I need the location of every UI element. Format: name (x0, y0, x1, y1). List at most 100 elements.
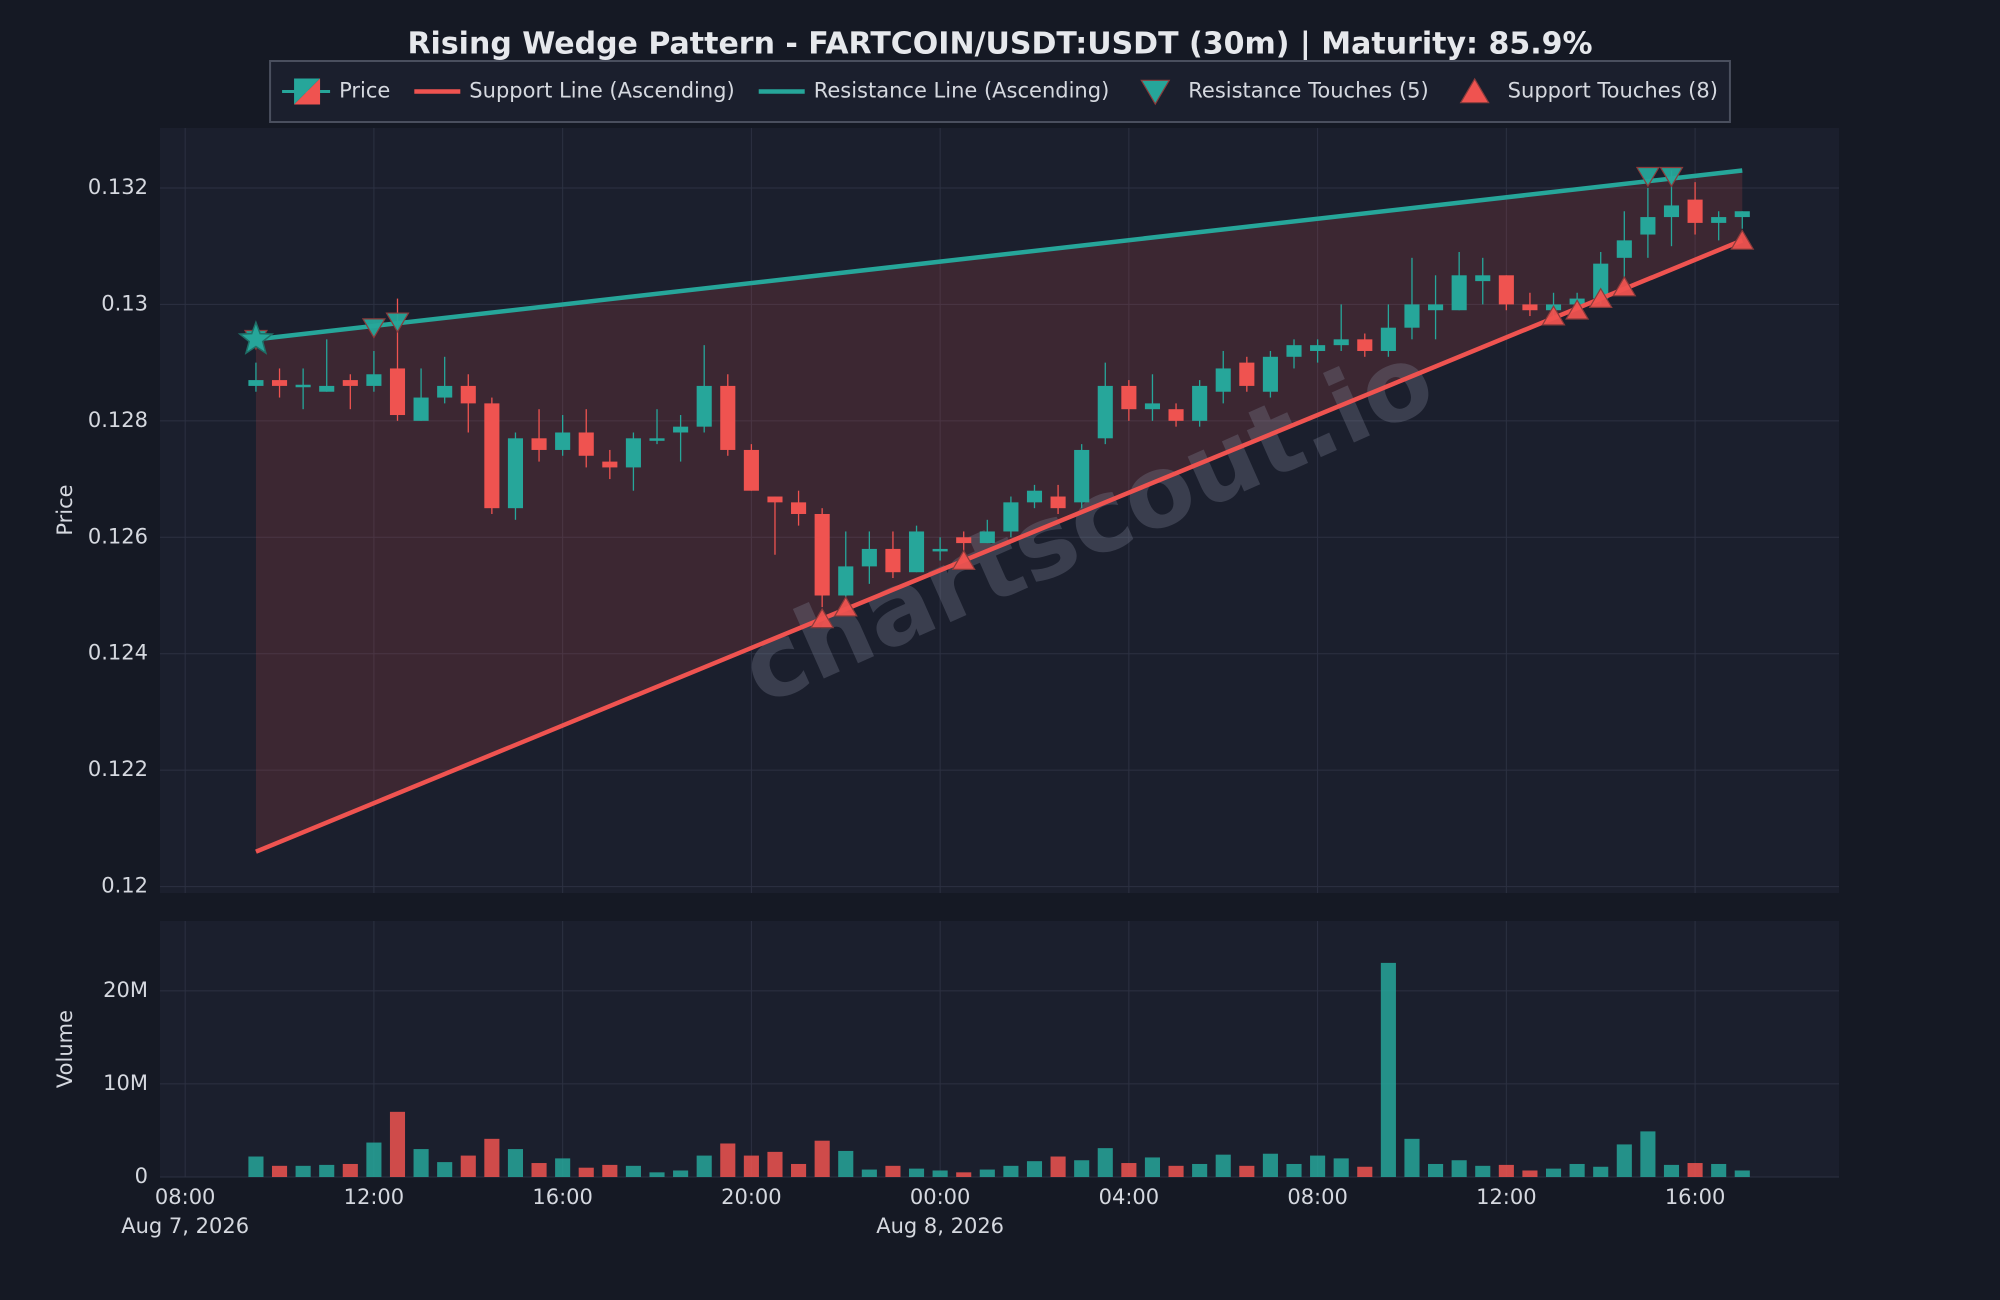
candle-body (366, 374, 382, 386)
candle-body (1593, 263, 1609, 299)
touch-marker (1588, 287, 1613, 308)
volume-bar (1640, 1131, 1656, 1177)
volume-bar (1144, 1157, 1161, 1177)
y-tick-label: 0.128 (88, 408, 148, 432)
candle-body (625, 438, 641, 468)
candle-body (1357, 339, 1373, 351)
legend-box (269, 60, 1731, 123)
candle-body (814, 513, 830, 596)
volume-bar (1663, 1164, 1680, 1177)
volume-bar (767, 1151, 783, 1177)
candle-body (507, 438, 524, 509)
x-tick-label: 12:00 (344, 1185, 405, 1209)
candle-body (1050, 496, 1066, 509)
candle-body (1663, 205, 1680, 218)
candle-body (1074, 449, 1090, 503)
candle-body (673, 426, 689, 433)
volume-bar (555, 1158, 571, 1177)
grid (160, 128, 1839, 1178)
volume-bar (932, 1170, 948, 1177)
volume-bar (1286, 1163, 1302, 1177)
candle-body (1404, 304, 1420, 328)
volume-bar (1616, 1144, 1632, 1177)
volume-bar (743, 1155, 759, 1177)
candle-body (696, 385, 712, 427)
candle-body (1475, 275, 1491, 282)
x-tick-label: 16:00 (532, 1185, 593, 1209)
x-tick-label: 00:00 (910, 1185, 971, 1209)
legend-item: Price (282, 78, 390, 105)
touch-marker (361, 318, 386, 339)
volume-bar (342, 1163, 358, 1177)
candle-body (1215, 368, 1231, 392)
touch-marker (1565, 299, 1590, 320)
x-tick-label: 12:00 (1476, 1185, 1537, 1209)
legend-label: Resistance Touches (5) (1188, 79, 1428, 103)
candle-body (979, 531, 995, 544)
y-tick-label: 0.122 (88, 757, 148, 781)
candle-body (743, 449, 759, 491)
legend-item: Resistance Touches (5) (1140, 79, 1429, 106)
volume-bar (413, 1149, 429, 1177)
volume-bar (1569, 1163, 1585, 1177)
legend-label: Support Line (Ascending) (469, 79, 734, 103)
volume-bar (366, 1142, 382, 1177)
legend-label: Resistance Line (Ascending) (814, 79, 1110, 103)
candle-body (1168, 409, 1184, 421)
volume-bar (460, 1155, 476, 1177)
volume-bar (956, 1172, 972, 1177)
volume-bar (1262, 1153, 1278, 1177)
volume-bar (484, 1138, 500, 1177)
volume-bar (507, 1149, 524, 1177)
volume-bar (1687, 1163, 1703, 1177)
candle-body (1616, 240, 1632, 258)
candle-body (861, 548, 877, 567)
volume-bar (1168, 1165, 1184, 1177)
legend-label: Support Touches (8) (1508, 79, 1718, 103)
volume-bar (1074, 1160, 1090, 1177)
volume-bar (319, 1164, 335, 1177)
legend-icon (1459, 77, 1490, 104)
legend-icon (294, 78, 321, 105)
pattern-start (237, 320, 275, 355)
y-tick-label: 0.124 (88, 641, 148, 665)
volume-bar (908, 1168, 925, 1177)
candle-body (578, 432, 594, 456)
candle-body (649, 438, 665, 441)
volume-bar (295, 1165, 311, 1177)
candle-body (1711, 217, 1727, 223)
volume-bar (696, 1155, 712, 1177)
candle-body (1097, 385, 1113, 439)
candle-body (271, 380, 288, 386)
candle-body (1262, 356, 1278, 392)
y-tick-label: 0.132 (88, 175, 148, 199)
x-tick-label: 20:00 (721, 1185, 782, 1209)
volume-bar (531, 1163, 547, 1177)
volume-bar (1428, 1163, 1444, 1177)
touch-marker (1612, 275, 1637, 297)
volume-bar (1734, 1170, 1750, 1177)
candle-body (1144, 403, 1161, 410)
volume-bar (1121, 1163, 1137, 1177)
candle-body (1310, 345, 1326, 351)
volume-bar (578, 1167, 594, 1177)
trend-line (255, 168, 1743, 342)
x-tick-date: Aug 8, 2026 (876, 1214, 1004, 1238)
y-tick-label: 20M (103, 978, 148, 1002)
candle-body (248, 380, 264, 386)
volume-bar (1475, 1165, 1491, 1177)
volume-bar (1545, 1168, 1562, 1177)
volume-bar (1215, 1154, 1231, 1177)
volume-bar (838, 1150, 854, 1177)
y-tick-label: 0.126 (88, 524, 148, 548)
volume-bar (814, 1140, 830, 1177)
y-axis-label: Volume (53, 1010, 77, 1088)
candle-body (1026, 490, 1043, 503)
x-tick-label: 04:00 (1099, 1185, 1160, 1209)
candle-body (1734, 211, 1750, 218)
volume-bar (389, 1111, 406, 1177)
touch-marker (833, 596, 858, 617)
legend-item: Support Touches (8) (1459, 77, 1718, 104)
candle-body (389, 368, 406, 416)
